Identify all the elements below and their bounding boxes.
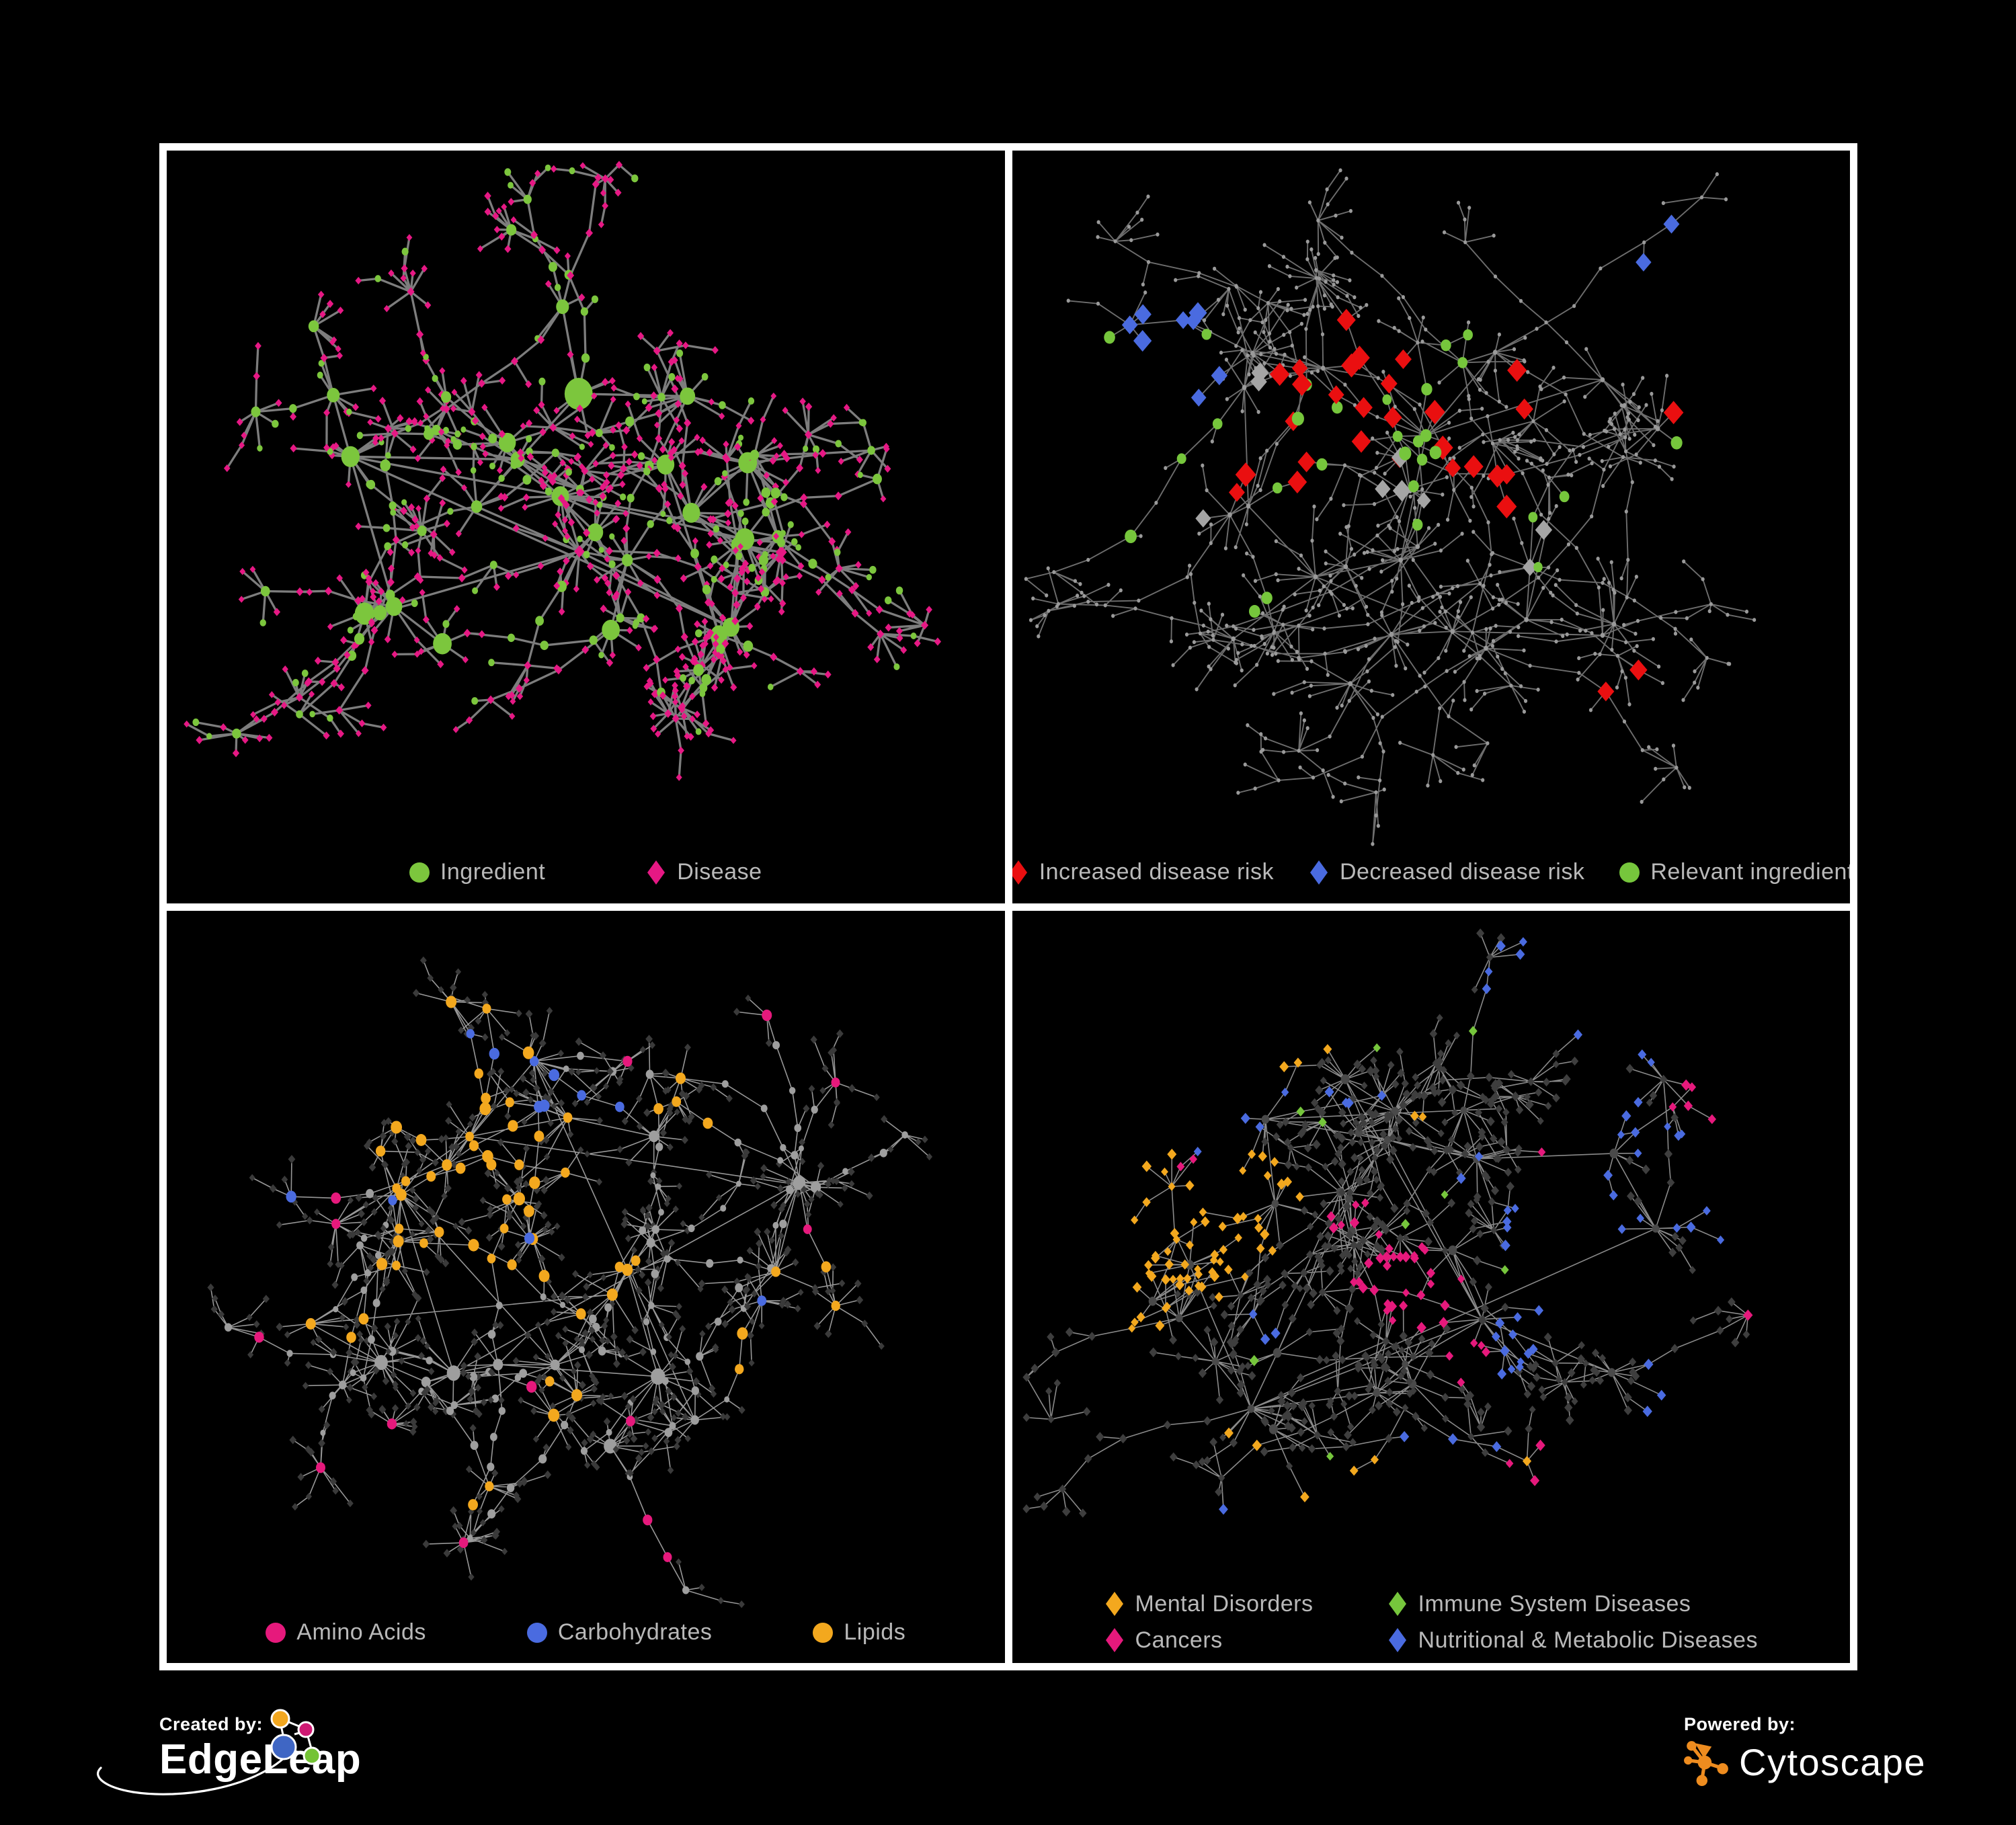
legend-label: Cancers — [1135, 1627, 1223, 1653]
legend-diamond-marker — [1388, 1628, 1406, 1652]
legend-item: Amino Acids — [266, 1619, 426, 1646]
panel-disease-risk: Increased disease risk Decreased disease … — [1012, 151, 1850, 903]
legend-item: Ingredient — [409, 859, 545, 885]
legend-item: Mental Disorders — [1104, 1590, 1314, 1617]
cytoscape-credit: Powered by: Cytoscape — [1684, 1714, 1926, 1786]
legend-item: Immune System Diseases — [1387, 1590, 1758, 1617]
legend-item: Lipids — [813, 1619, 905, 1646]
legend-diamond-marker — [1105, 1628, 1123, 1652]
legend-item: Relevant ingredient — [1619, 859, 1850, 885]
legend-item: Decreased disease risk — [1309, 859, 1584, 886]
legend-diamond-marker — [647, 860, 666, 885]
legend-diamond-marker — [1012, 860, 1027, 885]
cytoscape-logo-icon — [1684, 1741, 1728, 1786]
legend-label: Mental Disorders — [1135, 1590, 1314, 1617]
legend-item: Increased disease risk — [1012, 859, 1274, 886]
legend-label: Carbohydrates — [557, 1619, 713, 1645]
legend-label: Lipids — [844, 1619, 906, 1645]
network-disease-risk — [1024, 168, 1756, 846]
legend-label: Relevant ingredient — [1650, 859, 1850, 885]
legend-item: Carbohydrates — [526, 1619, 713, 1646]
legend-nutrient-classes: Amino Acids Carbohydrates Lipids — [167, 1619, 1005, 1646]
legend-label: Immune System Diseases — [1418, 1590, 1691, 1617]
legend-disease-risk: Increased disease risk Decreased disease … — [1012, 859, 1850, 886]
network-ingredient-disease — [184, 161, 942, 781]
legend-label: Disease — [677, 859, 762, 885]
legend-item: Nutritional & Metabolic Diseases — [1387, 1627, 1758, 1654]
cytoscape-wordmark: Cytoscape — [1739, 1740, 1927, 1783]
legend-diamond-marker — [1388, 1592, 1406, 1616]
legend-circle-marker — [813, 1622, 834, 1643]
legend-label: Ingredient — [440, 859, 546, 885]
panel-nutrient-classes: Amino Acids Carbohydrates Lipids — [167, 910, 1005, 1663]
legend-circle-marker — [1619, 862, 1640, 883]
legend-disease-classes: Mental Disorders Cancers Immune System Dis… — [1012, 1590, 1851, 1654]
network-disease-classes — [1022, 928, 1752, 1518]
legend-item: Disease — [646, 859, 762, 886]
legend-circle-marker — [409, 862, 430, 883]
legend-label: Decreased disease risk — [1339, 859, 1585, 885]
panel-ingredient-disease: Ingredient Disease — [167, 151, 1005, 903]
panel-grid: Ingredient Disease Increased disease risk… — [159, 143, 1857, 1670]
panel-disease-classes: Mental Disorders Cancers Immune System Dis… — [1012, 910, 1851, 1663]
legend-diamond-marker — [1309, 860, 1328, 885]
legend-label: Nutritional & Metabolic Diseases — [1418, 1627, 1758, 1653]
network-nutrient-classes — [207, 956, 933, 1608]
powered-by-label: Powered by: — [1684, 1714, 1796, 1734]
legend-label: Increased disease risk — [1039, 859, 1274, 885]
legend-diamond-marker — [1105, 1592, 1123, 1616]
legend-circle-marker — [266, 1622, 286, 1643]
legend-circle-marker — [526, 1622, 547, 1643]
legend-item: Cancers — [1104, 1627, 1314, 1654]
edgeleap-credit: Created by: EdgeLeap — [159, 1714, 361, 1781]
legend-ingredient-disease: Ingredient Disease — [167, 859, 1005, 886]
edgeleap-wordmark: EdgeLeap — [159, 1736, 362, 1783]
legend-label: Amino Acids — [296, 1619, 426, 1645]
created-by-label: Created by: — [159, 1714, 264, 1734]
